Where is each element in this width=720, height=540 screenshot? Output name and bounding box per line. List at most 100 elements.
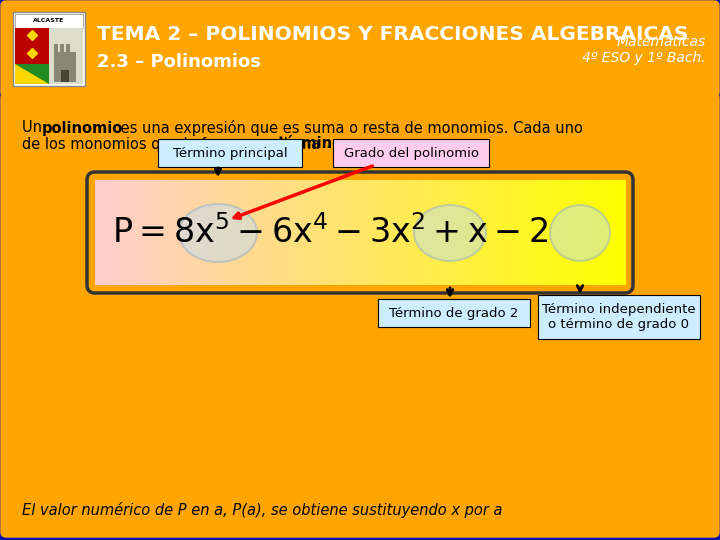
Bar bbox=[236, 180, 238, 285]
Bar bbox=[624, 180, 626, 285]
Bar bbox=[461, 180, 462, 285]
Bar bbox=[513, 180, 516, 285]
Bar bbox=[537, 180, 539, 285]
Bar bbox=[483, 180, 485, 285]
Bar bbox=[590, 180, 592, 285]
Bar bbox=[166, 180, 168, 285]
Bar bbox=[499, 180, 500, 285]
Bar bbox=[425, 180, 426, 285]
Bar bbox=[104, 180, 105, 285]
Bar bbox=[226, 180, 228, 285]
Bar bbox=[147, 180, 148, 285]
Bar bbox=[135, 180, 137, 285]
Bar bbox=[172, 180, 174, 285]
Bar bbox=[284, 180, 287, 285]
Bar bbox=[200, 180, 202, 285]
Bar bbox=[409, 180, 410, 285]
Bar bbox=[413, 180, 415, 285]
Bar bbox=[250, 180, 251, 285]
Bar bbox=[620, 180, 621, 285]
Bar bbox=[501, 180, 503, 285]
Bar bbox=[556, 180, 558, 285]
Ellipse shape bbox=[550, 205, 610, 261]
Bar bbox=[464, 180, 465, 285]
Bar bbox=[477, 180, 478, 285]
Bar bbox=[365, 180, 367, 285]
Bar bbox=[602, 180, 603, 285]
Bar bbox=[418, 180, 420, 285]
Bar bbox=[618, 180, 620, 285]
Bar bbox=[268, 180, 269, 285]
Bar bbox=[305, 180, 307, 285]
Bar bbox=[449, 180, 451, 285]
Bar bbox=[614, 180, 616, 285]
Bar bbox=[198, 180, 199, 285]
FancyBboxPatch shape bbox=[538, 295, 700, 339]
Bar bbox=[255, 180, 256, 285]
Bar bbox=[258, 180, 260, 285]
Bar bbox=[414, 180, 415, 285]
Bar bbox=[276, 180, 278, 285]
Bar bbox=[534, 180, 536, 285]
Bar bbox=[616, 180, 617, 285]
Bar bbox=[317, 180, 318, 285]
Bar bbox=[245, 180, 246, 285]
Bar bbox=[98, 180, 100, 285]
Bar bbox=[519, 180, 521, 285]
Bar bbox=[567, 180, 568, 285]
Bar bbox=[104, 180, 106, 285]
Bar bbox=[248, 180, 251, 285]
Bar bbox=[170, 180, 172, 285]
Bar bbox=[397, 180, 399, 285]
Bar bbox=[600, 180, 601, 285]
Bar bbox=[241, 180, 243, 285]
Bar bbox=[367, 180, 369, 285]
Bar bbox=[378, 180, 379, 285]
Bar bbox=[15, 28, 49, 84]
Bar bbox=[487, 180, 489, 285]
Bar bbox=[481, 180, 482, 285]
Bar bbox=[337, 180, 338, 285]
Bar bbox=[99, 180, 101, 285]
Bar bbox=[307, 180, 309, 285]
Bar bbox=[503, 180, 505, 285]
Bar bbox=[149, 180, 150, 285]
Bar bbox=[15, 14, 83, 28]
Bar bbox=[580, 180, 582, 285]
Bar bbox=[523, 180, 525, 285]
Bar bbox=[189, 180, 190, 285]
Bar bbox=[591, 180, 593, 285]
Bar bbox=[61, 70, 69, 82]
Bar bbox=[117, 180, 119, 285]
Bar bbox=[528, 180, 530, 285]
Bar bbox=[310, 180, 312, 285]
Bar bbox=[375, 180, 377, 285]
Bar bbox=[336, 180, 337, 285]
Bar bbox=[518, 180, 520, 285]
Bar bbox=[604, 180, 606, 285]
Bar bbox=[15, 64, 49, 84]
Bar bbox=[383, 180, 385, 285]
Bar bbox=[15, 64, 49, 84]
Bar bbox=[221, 180, 222, 285]
Bar bbox=[515, 180, 516, 285]
Bar bbox=[430, 180, 431, 285]
Text: es una expresión que es suma o resta de monomios. Cada uno: es una expresión que es suma o resta de … bbox=[116, 120, 583, 136]
Bar bbox=[482, 180, 483, 285]
Bar bbox=[450, 180, 451, 285]
Bar bbox=[363, 180, 365, 285]
Bar bbox=[520, 180, 521, 285]
Bar bbox=[294, 180, 296, 285]
Bar bbox=[399, 180, 401, 285]
Bar bbox=[429, 180, 431, 285]
Bar bbox=[102, 180, 104, 285]
Bar bbox=[387, 180, 389, 285]
Bar bbox=[459, 180, 462, 285]
Bar bbox=[174, 180, 176, 285]
Bar bbox=[371, 180, 372, 285]
Bar bbox=[122, 180, 124, 285]
Bar bbox=[252, 180, 253, 285]
Bar bbox=[283, 180, 284, 285]
Bar bbox=[113, 180, 114, 285]
Bar bbox=[387, 180, 388, 285]
